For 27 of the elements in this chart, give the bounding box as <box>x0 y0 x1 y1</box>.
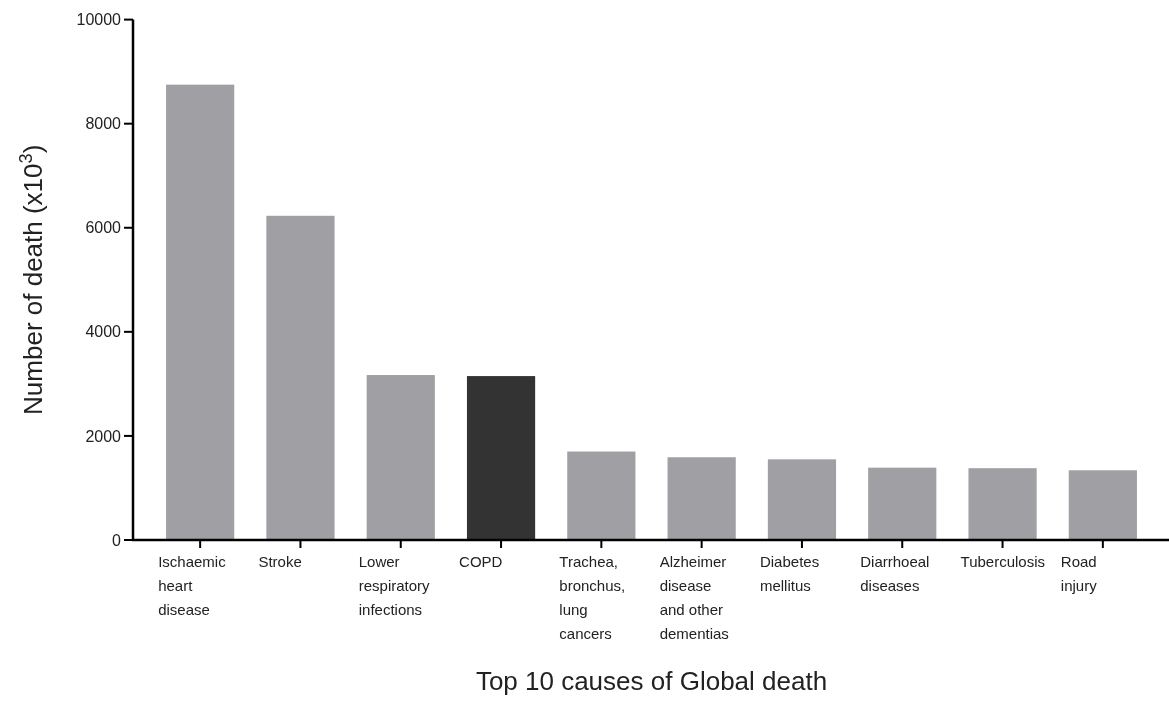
x-tick-label: Lower respiratory infections <box>358 553 431 618</box>
bar <box>667 457 736 540</box>
bar <box>166 84 235 540</box>
x-axis-title: Top 10 causes of Global death <box>475 666 828 696</box>
y-tick-label: 10000 <box>76 11 122 29</box>
x-tick-label: Trachea, bronchus, lung cancers <box>559 553 626 642</box>
bar <box>567 451 636 540</box>
bar <box>1068 470 1137 540</box>
x-tick-label: Diabetes mellitus <box>759 553 820 594</box>
bar <box>366 375 435 540</box>
bar <box>868 467 937 540</box>
x-tick-label: Ischaemic heart disease <box>158 553 227 618</box>
x-tick-label: Stroke <box>258 553 302 570</box>
bar <box>266 215 335 540</box>
x-tick-label: Alzheimer disease and other dementias <box>659 553 729 642</box>
y-tick-label: 6000 <box>85 219 122 237</box>
y-tick-label: 0 <box>112 531 122 549</box>
x-tick-label: Diarrhoeal diseases <box>860 553 930 594</box>
y-tick-label: 8000 <box>85 115 122 133</box>
x-tick-label: Road injury <box>1060 553 1098 594</box>
bar <box>968 468 1037 540</box>
bar <box>767 459 837 540</box>
x-tick-label: COPD <box>459 553 503 570</box>
bar <box>466 376 536 540</box>
y-tick-label: 2000 <box>85 427 122 445</box>
y-tick-label: 4000 <box>85 323 122 341</box>
x-tick-label: Tuberculosis <box>960 553 1046 570</box>
